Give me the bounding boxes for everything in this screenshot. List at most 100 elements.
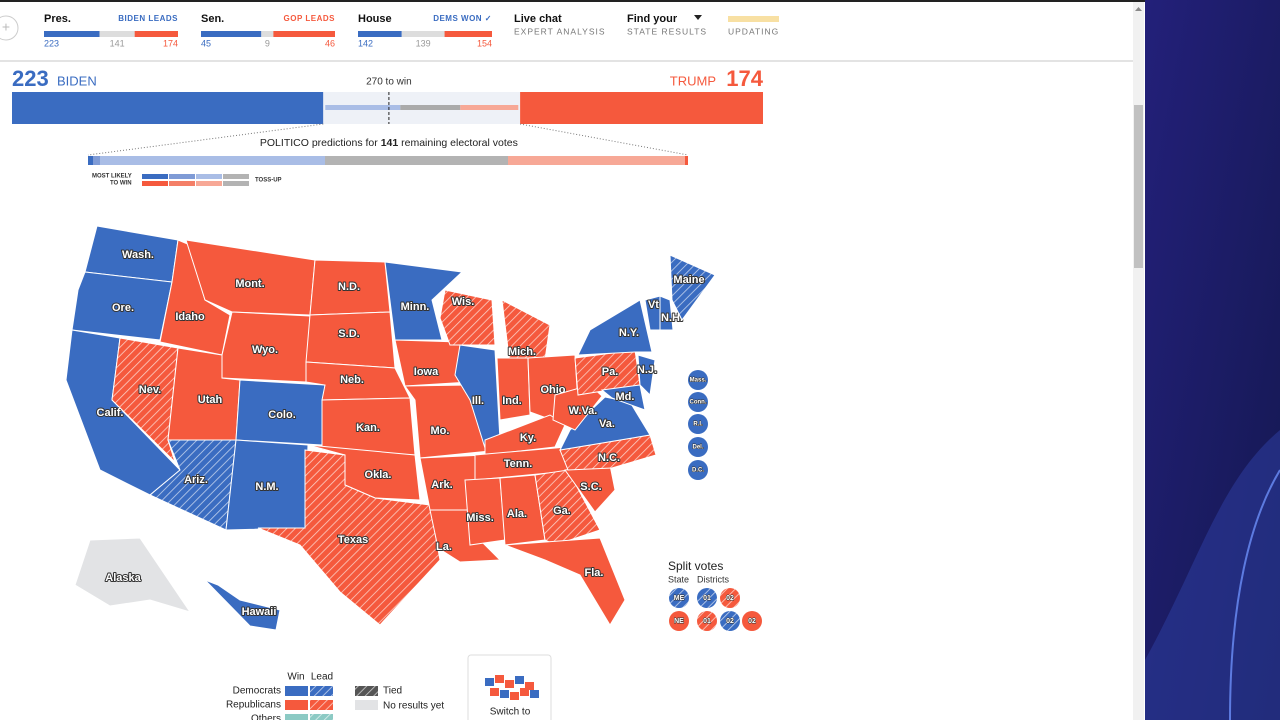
dem-count: 223 — [44, 38, 59, 48]
legend-tied-swatch — [355, 686, 378, 696]
state-label: N.Y. — [619, 327, 639, 339]
dem-name: BIDEN — [57, 73, 97, 88]
state-label: Vt. — [648, 299, 662, 311]
split-state-label: State — [668, 574, 689, 584]
rep-total-bar — [520, 92, 763, 124]
state[interactable] — [534, 469, 601, 546]
state[interactable] — [257, 449, 441, 626]
split-label: 01 — [703, 618, 711, 625]
legend-win-swatch — [285, 686, 308, 696]
race-label[interactable]: Pres. — [44, 13, 71, 25]
state-label: Ore. — [112, 302, 134, 314]
state-label: Va. — [599, 418, 615, 430]
split-circle[interactable] — [697, 611, 717, 631]
state[interactable] — [111, 337, 179, 463]
state[interactable] — [669, 254, 716, 321]
race-label[interactable]: House — [358, 13, 392, 25]
add-button[interactable] — [0, 15, 19, 41]
state[interactable] — [637, 354, 656, 397]
state-label: Conn. — [690, 400, 707, 406]
state-label: Ala. — [507, 508, 527, 520]
state-label: Maine — [673, 274, 704, 286]
switch-tile — [495, 675, 504, 683]
scroll-thumb[interactable] — [1134, 105, 1143, 268]
state-label: Mich. — [508, 346, 536, 358]
link-title[interactable]: Live chat — [514, 13, 562, 25]
predictions-remaining: 141 — [381, 137, 399, 149]
state-label: Mass. — [690, 378, 707, 384]
scrollbar[interactable] — [1133, 2, 1144, 720]
split-circle[interactable] — [720, 588, 740, 608]
state-label: Ark. — [431, 479, 452, 491]
state[interactable] — [559, 396, 651, 451]
legend-lead-swatch — [310, 700, 333, 710]
state[interactable] — [659, 295, 674, 331]
split-circle[interactable] — [720, 611, 740, 631]
state-label: Nev. — [139, 384, 161, 396]
split-circle[interactable] — [669, 611, 689, 631]
undecided-bar — [401, 31, 445, 37]
link-subtitle[interactable]: STATE RESULTS — [627, 26, 707, 36]
state-circle[interactable] — [688, 370, 708, 390]
state-label: Ga. — [553, 505, 571, 517]
link-subtitle[interactable]: EXPERT ANALYSIS — [514, 26, 606, 36]
state-label: Fla. — [585, 567, 604, 579]
state-circle[interactable] — [688, 392, 708, 412]
prediction-preview — [325, 105, 401, 110]
state-label: Wis. — [452, 296, 475, 308]
prediction-segment — [88, 156, 93, 165]
race-label[interactable]: Sen. — [201, 13, 224, 25]
state-circle[interactable] — [688, 437, 708, 457]
state[interactable] — [204, 579, 281, 631]
threshold-label: 270 to win — [366, 77, 412, 88]
state[interactable] — [71, 271, 173, 341]
state-label: Utah — [198, 394, 223, 406]
state-label: N.D. — [338, 281, 360, 293]
state[interactable] — [384, 261, 464, 341]
split-circle[interactable] — [742, 611, 762, 631]
state-label: Pa. — [602, 366, 619, 378]
switch-label[interactable]: Switch to — [490, 707, 531, 718]
legend-none: No results yet — [383, 701, 444, 712]
wave-line — [1229, 469, 1280, 721]
state-label: Kan. — [356, 422, 380, 434]
legend-party: Republicans — [226, 700, 281, 711]
split-title: Split votes — [668, 559, 723, 573]
switch-button[interactable] — [467, 654, 552, 725]
split-circle[interactable] — [669, 588, 689, 608]
link-title[interactable]: Find your — [627, 13, 678, 25]
prediction-segment — [508, 156, 685, 165]
legend-win-swatch — [285, 714, 308, 724]
state[interactable] — [149, 439, 237, 531]
state[interactable] — [577, 299, 653, 356]
split-label: 02 — [726, 618, 734, 625]
dropdown-arrow — [694, 15, 702, 20]
state[interactable] — [504, 537, 626, 626]
likely-swatch — [196, 181, 222, 186]
state[interactable] — [439, 289, 496, 346]
predictions-title: POLITICO predictions for 141 remaining e… — [260, 137, 518, 149]
rep-count: 46 — [325, 38, 335, 48]
state[interactable] — [221, 311, 311, 383]
state[interactable] — [74, 537, 192, 613]
state[interactable] — [496, 357, 531, 421]
state-label: Md. — [616, 391, 635, 403]
split-circle[interactable] — [697, 588, 717, 608]
state[interactable] — [600, 384, 646, 411]
state-circle[interactable] — [688, 414, 708, 434]
updating-bar — [728, 16, 779, 22]
state-label: La. — [436, 541, 452, 553]
switch-tile — [530, 690, 539, 698]
legend-win-swatch — [285, 700, 308, 710]
state-circle[interactable] — [688, 460, 708, 480]
state[interactable] — [484, 414, 566, 456]
legend-none-swatch — [355, 700, 378, 710]
state[interactable] — [305, 311, 396, 369]
tossup-label: TOSS-UP — [255, 178, 282, 184]
prediction-segment — [93, 156, 100, 165]
split-label: 02 — [748, 618, 756, 625]
connector — [87, 123, 324, 156]
state-label: Calif. — [97, 407, 124, 419]
scroll-up[interactable] — [1135, 7, 1142, 11]
dem-bar — [358, 31, 402, 37]
